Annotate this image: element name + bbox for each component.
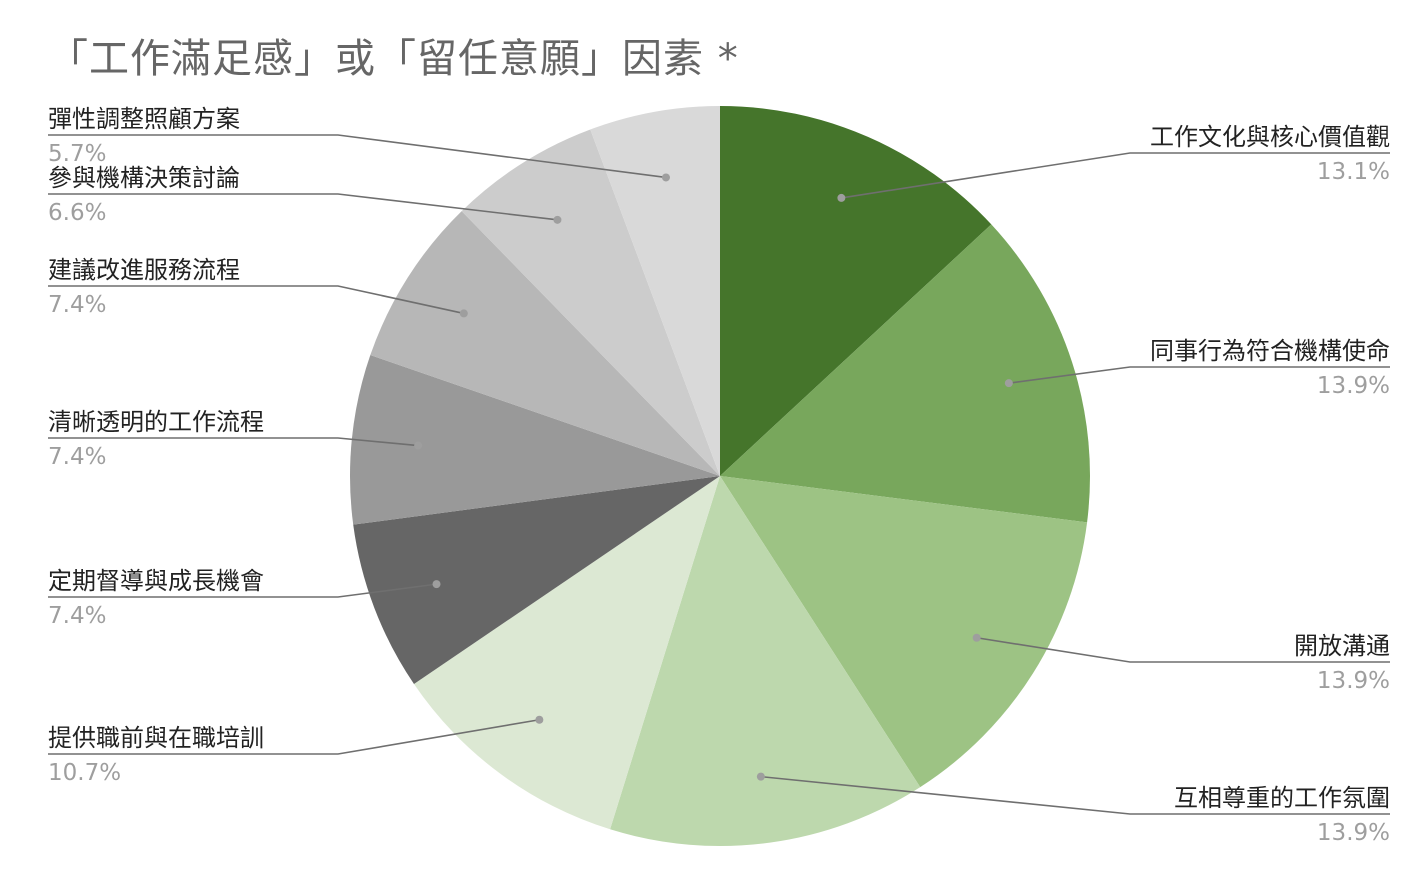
slice-label: 同事行為符合機構使命 — [1150, 337, 1390, 365]
pie-slices — [350, 106, 1090, 846]
leader-line — [1008, 366, 1390, 384]
slice-value-label: 7.4% — [48, 292, 106, 318]
leader-dot — [535, 715, 544, 724]
leader-dot — [553, 215, 562, 224]
slice-value-label: 6.6% — [48, 200, 106, 226]
slice-value-label: 5.7% — [48, 141, 106, 167]
slice-value-label: 13.9% — [1317, 820, 1390, 846]
slice-value-label: 13.9% — [1317, 373, 1390, 399]
pie-slice — [370, 211, 720, 476]
pie-slice — [720, 224, 1090, 523]
leader-lines — [48, 134, 1390, 815]
slice-label: 提供職前與在職培訓 — [48, 724, 264, 752]
leader-dot — [756, 772, 765, 781]
leader-line — [48, 134, 667, 179]
slice-value-label: 7.4% — [48, 603, 106, 629]
slice-label: 參與機構決策討論 — [48, 164, 240, 192]
slice-label: 建議改進服務流程 — [48, 256, 240, 284]
pie-slice — [720, 476, 1088, 788]
leader-line — [48, 718, 540, 755]
chart-title: 「工作滿足感」或「留任意願」因素 * — [48, 36, 739, 82]
slice-label: 互相尊重的工作氛圍 — [1174, 784, 1390, 812]
pie-slice — [720, 106, 992, 476]
leader-dot — [414, 441, 423, 450]
pie-slice — [413, 476, 720, 830]
slice-value-label: 13.9% — [1317, 668, 1390, 694]
pie-slice — [353, 476, 720, 684]
leader-dot — [1004, 379, 1013, 388]
slice-value-label: 7.4% — [48, 444, 106, 470]
leader-dot — [972, 633, 981, 642]
pie-slice — [350, 355, 720, 525]
leader-line — [976, 636, 1390, 663]
leader-dot — [661, 173, 670, 182]
leader-dot — [837, 193, 846, 202]
leader-line — [841, 152, 1390, 199]
slice-label: 清晰透明的工作流程 — [48, 408, 264, 436]
pie-slice — [590, 106, 720, 476]
slice-labels: 工作文化與核心價值觀 13.1% 同事行為符合機構使命 13.9% 開放溝通 13.9% 互… — [48, 105, 1390, 846]
slice-value-label: 13.1% — [1317, 159, 1390, 185]
leader-line — [48, 583, 437, 598]
slice-label: 開放溝通 — [1294, 632, 1390, 660]
slice-label: 定期督導與成長機會 — [48, 567, 264, 595]
leader-dot — [432, 580, 441, 589]
leader-line — [48, 437, 419, 447]
leader-line — [48, 285, 465, 315]
leader-line — [48, 193, 558, 221]
leader-dot — [459, 309, 468, 318]
slice-label: 工作文化與核心價值觀 — [1150, 123, 1390, 151]
pie-slice — [610, 476, 921, 846]
slice-value-label: 10.7% — [48, 760, 121, 786]
slice-label: 彈性調整照顧方案 — [48, 105, 240, 133]
leader-line — [760, 775, 1390, 815]
